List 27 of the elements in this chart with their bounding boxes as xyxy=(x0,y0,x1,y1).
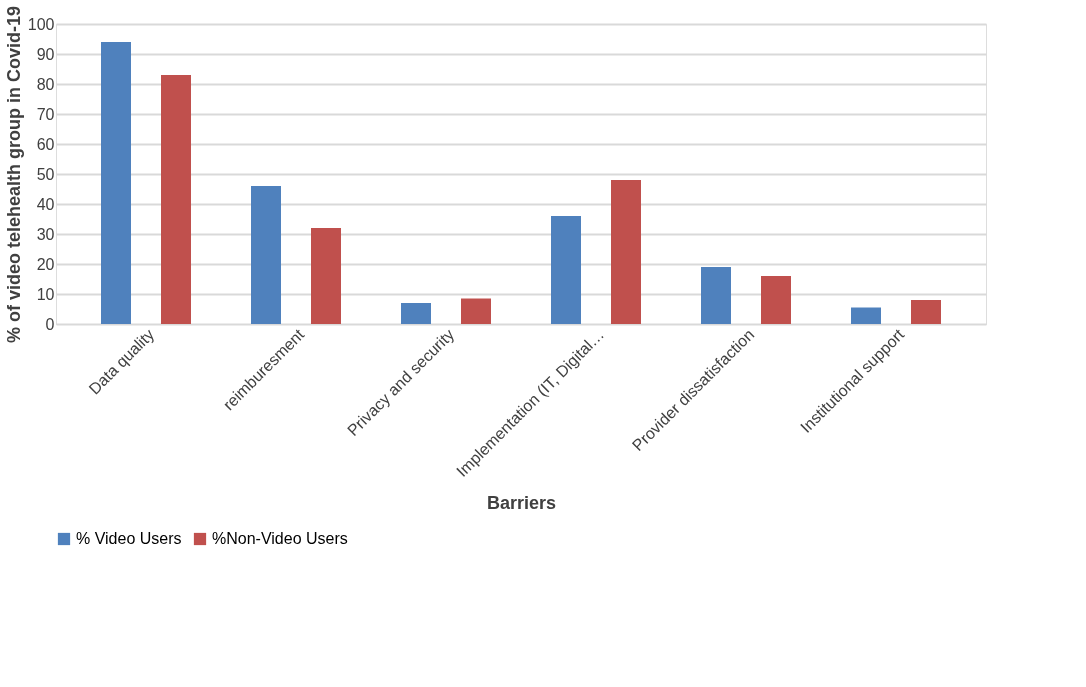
y-tick-label: 60 xyxy=(36,135,55,153)
legend-label: %Non-Video Users xyxy=(212,530,348,547)
bar xyxy=(611,180,641,324)
bar xyxy=(701,267,731,324)
bar xyxy=(401,303,431,324)
bar xyxy=(161,75,191,324)
bar xyxy=(251,186,281,324)
y-tick-label: 90 xyxy=(36,45,55,63)
y-axis-title: % of video telehealth group in Covid-19 xyxy=(3,5,24,344)
y-tick-label: 20 xyxy=(36,255,55,273)
y-tick-label: 50 xyxy=(36,165,55,183)
y-tick-label: 70 xyxy=(36,105,55,123)
legend-label: % Video Users xyxy=(76,530,182,547)
bar xyxy=(911,300,941,324)
bar xyxy=(761,276,791,324)
y-tick-label: 0 xyxy=(45,315,55,333)
y-tick-label: 30 xyxy=(36,225,55,243)
bar xyxy=(311,228,341,324)
bar xyxy=(551,216,581,324)
y-tick-label: 100 xyxy=(27,15,55,33)
bar xyxy=(851,307,881,324)
y-tick-label: 80 xyxy=(36,75,55,93)
bar xyxy=(461,298,491,324)
bar xyxy=(101,42,131,324)
y-tick-label: 10 xyxy=(36,285,55,303)
y-tick-label: 40 xyxy=(36,195,55,213)
x-axis-title: Barriers xyxy=(486,492,557,513)
